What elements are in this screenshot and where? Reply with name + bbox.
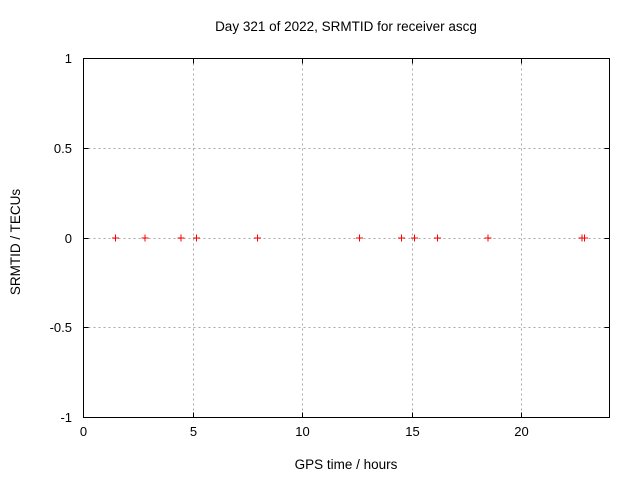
axis-ticks (83, 58, 610, 418)
data-point-marker (254, 234, 262, 242)
data-point-marker (111, 234, 119, 242)
data-point-marker (397, 234, 405, 242)
x-tick-labels: 0 5 10 15 20 (80, 424, 529, 439)
y-tick-labels: 1 0.5 0 -0.5 -1 (50, 51, 72, 425)
x-tick-label: 20 (514, 424, 528, 439)
data-point-marker (192, 234, 200, 242)
x-tick-label: 5 (190, 424, 197, 439)
chart-title: Day 321 of 2022, SRMTID for receiver asc… (215, 19, 477, 34)
y-tick-label: -1 (60, 410, 72, 425)
x-tick-label: 10 (295, 424, 309, 439)
x-axis-label: GPS time / hours (295, 457, 398, 472)
data-point-marker (580, 234, 588, 242)
data-point-marker (484, 234, 492, 242)
y-tick-label: -0.5 (50, 320, 72, 335)
data-point-marker (410, 234, 418, 242)
plot-border (83, 58, 610, 418)
gridlines (83, 58, 610, 418)
x-tick-label: 15 (405, 424, 419, 439)
y-tick-label: 0.5 (54, 141, 72, 156)
y-axis-label: SRMTID / TECUs (8, 189, 23, 296)
data-points (111, 234, 588, 242)
data-point-marker (356, 234, 364, 242)
y-tick-label: 1 (65, 51, 72, 66)
y-tick-label: 0 (65, 231, 72, 246)
x-tick-label: 0 (80, 424, 87, 439)
data-point-marker (177, 234, 185, 242)
data-point-marker (433, 234, 441, 242)
data-point-marker (141, 234, 149, 242)
